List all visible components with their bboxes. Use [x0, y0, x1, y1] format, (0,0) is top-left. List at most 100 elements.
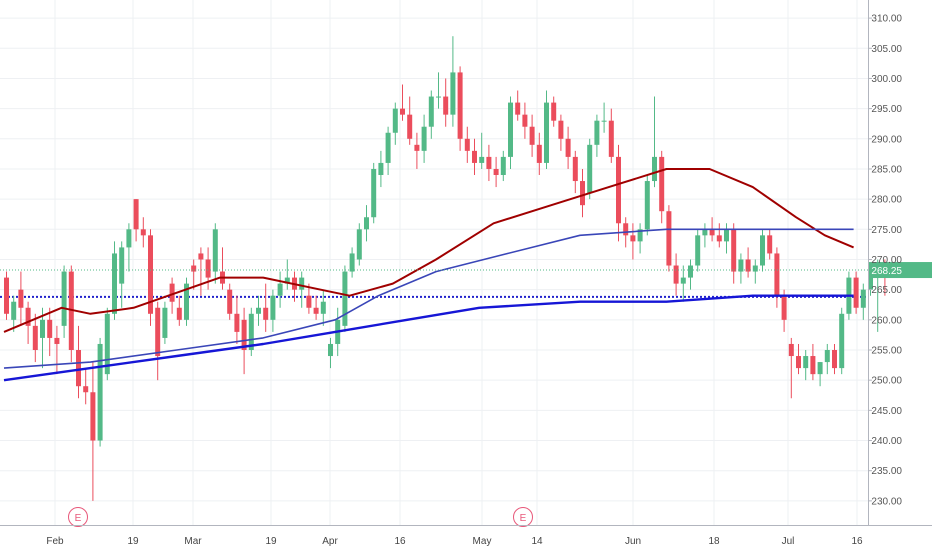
candle-body: [536, 144, 542, 163]
candle: [104, 307, 110, 381]
candle-body: [652, 156, 657, 182]
candle-body: [371, 168, 377, 218]
x-tick-label: 14: [531, 536, 543, 547]
candle-body: [11, 301, 17, 320]
candle-body: [299, 277, 305, 290]
candle: [544, 90, 549, 169]
candle: [508, 96, 513, 169]
candle: [306, 283, 312, 314]
candle: [155, 301, 161, 381]
candle: [263, 283, 269, 332]
candle: [572, 150, 578, 194]
candle-body: [500, 156, 506, 175]
candle-body: [630, 235, 636, 242]
candle-body: [803, 356, 809, 369]
candle: [724, 223, 729, 254]
y-tick-label: 285.00: [871, 164, 902, 175]
candle: [515, 90, 521, 121]
y-tick-label: 270.00: [871, 255, 902, 266]
candle: [133, 199, 139, 242]
candle: [853, 271, 859, 314]
candle: [83, 368, 89, 405]
candle-body: [796, 356, 801, 369]
candle-body: [565, 138, 571, 157]
moving-averages: [3, 168, 854, 382]
candle: [76, 325, 81, 399]
last-price: 268.25: [0, 262, 932, 279]
candle-body: [385, 132, 391, 163]
candle: [90, 362, 96, 501]
candle: [500, 150, 506, 182]
candle: [148, 229, 153, 326]
candle-body: [112, 253, 117, 314]
candle-body: [349, 253, 355, 272]
candle-body: [608, 120, 614, 157]
candle-body: [558, 120, 564, 139]
candle: [760, 229, 765, 272]
candle-body: [25, 307, 31, 326]
candle: [392, 102, 398, 145]
candle: [803, 350, 809, 381]
y-tick-label: 305.00: [871, 44, 902, 55]
candle-body: [666, 211, 672, 266]
x-tick-label: Mar: [184, 536, 202, 547]
candle-body: [328, 343, 333, 357]
ma_long-line: [3, 294, 854, 382]
candle: [731, 223, 737, 284]
candle: [493, 156, 499, 188]
candle: [601, 102, 607, 133]
candle: [479, 132, 485, 169]
candle: [839, 307, 845, 375]
candle-body: [486, 156, 492, 169]
candle: [457, 66, 463, 151]
candle: [832, 343, 837, 375]
candle-body: [544, 102, 549, 163]
candle: [176, 295, 182, 326]
candle: [140, 217, 146, 248]
y-tick-label: 300.00: [871, 74, 902, 85]
candle: [97, 337, 103, 447]
candle-body: [781, 295, 787, 320]
candle: [745, 247, 751, 278]
candle-body: [716, 235, 722, 242]
earnings-marker: E: [68, 507, 88, 527]
candle-body: [810, 356, 816, 375]
candle-body: [572, 156, 578, 182]
y-tick-label: 240.00: [871, 436, 902, 447]
candle-body: [860, 289, 866, 308]
candle: [54, 325, 60, 375]
earnings-marker-circle: [513, 507, 533, 527]
candle: [227, 283, 233, 320]
candle-body: [270, 295, 276, 320]
candle-body: [140, 229, 146, 236]
candle-body: [126, 229, 132, 248]
candle: [11, 295, 17, 332]
candle: [414, 132, 420, 169]
candle: [644, 175, 650, 236]
candle-body: [817, 362, 823, 375]
candle-body: [673, 265, 679, 284]
candle-body: [551, 102, 557, 121]
ma_short-line: [3, 168, 854, 333]
candle-body: [392, 108, 398, 133]
candle-body: [702, 229, 708, 236]
candle: [126, 223, 132, 272]
candle: [767, 229, 773, 260]
candle: [61, 265, 67, 338]
candle-body: [587, 144, 593, 194]
x-tick-label: Jul: [782, 536, 795, 547]
candle-body: [356, 229, 362, 260]
candle: [385, 126, 391, 175]
candle: [688, 259, 693, 290]
candle: [522, 102, 528, 139]
last-price-badge: [869, 262, 932, 279]
candle-body: [731, 229, 737, 272]
candle: [371, 162, 377, 224]
candle: [580, 168, 585, 218]
y-tick-label: 230.00: [871, 496, 902, 507]
candle-body: [169, 283, 175, 302]
candle: [299, 271, 305, 308]
candle: [184, 277, 189, 326]
